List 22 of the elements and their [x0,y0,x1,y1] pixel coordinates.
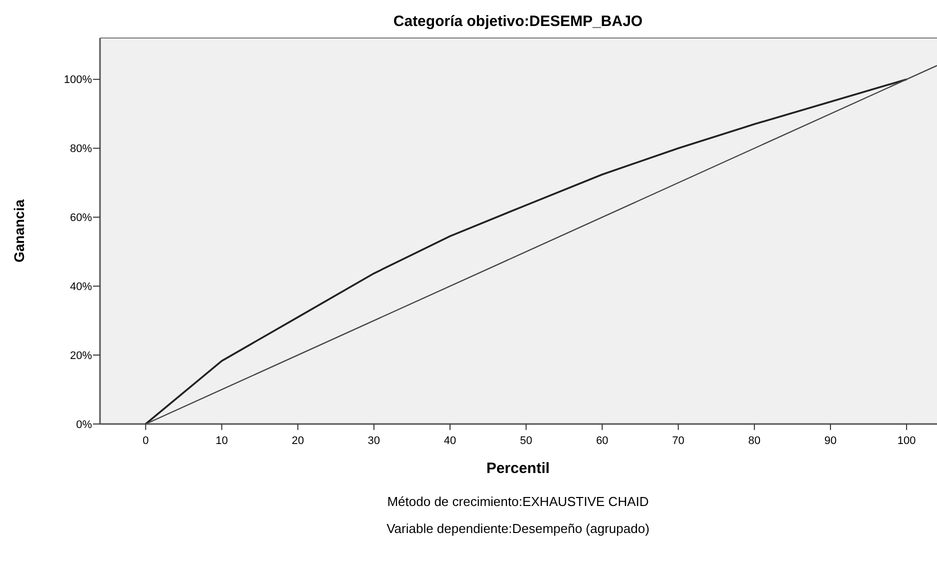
x-tick-label: 80 [748,435,761,447]
x-tick-label: 50 [520,435,532,447]
y-tick-label: 40% [70,280,92,293]
y-axis-title: Ganancia [11,199,27,263]
text: Variable dependiente:Desempeño (agrupado) [386,521,650,536]
x-tick-label: 90 [824,435,837,447]
x-tick-label: 60 [596,435,608,447]
x-tick-label: 10 [216,435,228,447]
text: Método de crecimiento:EXHAUSTIVE CHAID [387,494,649,509]
x-axis-title: Percentil [486,460,550,477]
x-tick-label: 30 [368,435,380,447]
x-tick-label: 100 [897,435,916,447]
x-tick-label: 70 [672,435,684,447]
x-tick-label: 40 [444,435,456,447]
chart-title: Categoría objetivo:DESEMP_BAJO [393,13,643,30]
y-tick-label: 20% [70,350,92,362]
y-tick-label: 60% [70,212,92,224]
y-tick-label: 100% [64,74,92,86]
x-tick-label: 20 [292,435,304,447]
x-tick-label: 0 [142,435,149,447]
y-tick-label: 0% [76,418,92,431]
y-tick-label: 80% [70,143,92,156]
